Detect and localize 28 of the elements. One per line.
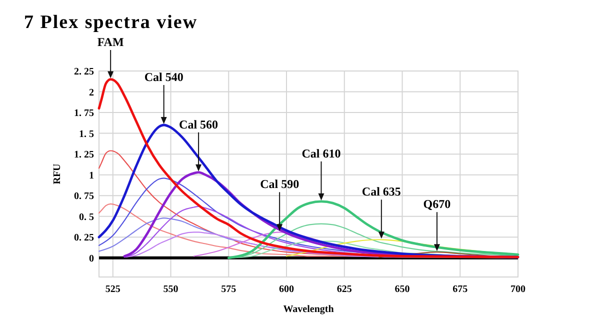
annotation: FAM	[97, 35, 124, 49]
y-tick-label: 0. 75	[74, 191, 94, 202]
y-tick-label: 0. 25	[74, 232, 94, 244]
x-tick-label: 675	[452, 284, 468, 295]
x-axis-title: Wavelength	[283, 304, 334, 315]
y-tick-label: 0. 5	[79, 212, 94, 223]
y-tick-label: 1	[89, 170, 94, 182]
y-tick-label: 1. 25	[74, 150, 94, 161]
x-tick-label: 600	[279, 284, 294, 295]
x-tick-label: 525	[105, 284, 120, 295]
annotation: Q670	[423, 197, 451, 212]
x-tick-label: 575	[221, 284, 236, 295]
y-tick-label: 0	[89, 253, 94, 264]
x-tick-label: 625	[336, 284, 352, 295]
annotation: Cal 590	[260, 177, 300, 192]
annotation: Cal 540	[144, 70, 184, 84]
annotation: Cal 560	[179, 117, 218, 132]
y-axis-title: RFU	[52, 164, 63, 184]
y-tick-label: 1. 75	[74, 108, 94, 120]
y-tick-label: 2	[89, 87, 94, 98]
x-tick-label: 550	[163, 284, 178, 295]
chart-title: 7 Plex spectra view	[24, 12, 198, 33]
x-tick-label: 650	[394, 284, 410, 295]
y-tick-label: 1. 5	[79, 128, 94, 140]
annotation: Cal 635	[362, 184, 401, 199]
y-tick-label: 2. 25	[74, 66, 94, 78]
x-tick-label: 700	[510, 284, 526, 295]
annotation: Cal 610	[302, 146, 341, 160]
